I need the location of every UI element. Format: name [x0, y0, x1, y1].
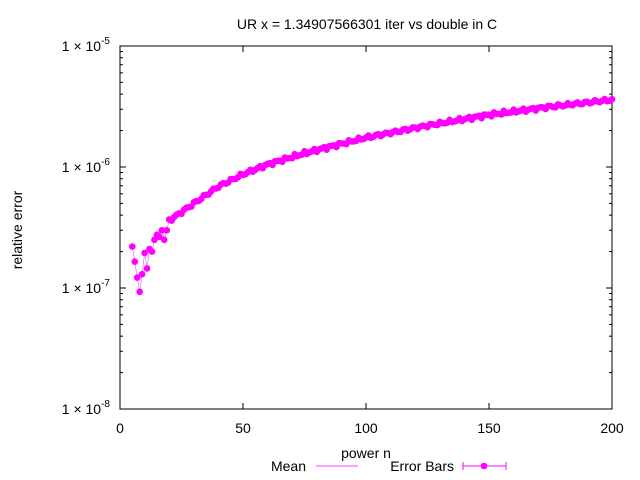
data-point	[156, 233, 163, 241]
legend: Mean Error Bars	[271, 458, 507, 474]
y-tick-label: 1 × 10-7	[62, 278, 111, 296]
y-tick-mantissa: 1 × 10	[62, 401, 102, 417]
y-tick-label: 1 × 10-8	[62, 399, 111, 417]
data-point	[136, 288, 143, 296]
y-tick-mantissa: 1 × 10	[62, 280, 102, 296]
data-point	[608, 95, 616, 103]
data-point	[129, 243, 136, 250]
data-point	[138, 270, 146, 278]
data-point	[163, 226, 171, 234]
x-tick-label: 200	[600, 420, 624, 436]
x-axis-ticks: 0 50 100 150 200	[116, 46, 624, 436]
x-tick-label: 0	[116, 420, 124, 436]
y-tick-exponent: -7	[101, 278, 110, 289]
x-tick-label: 50	[235, 420, 251, 436]
y-tick-label: 1 × 10-5	[62, 36, 111, 54]
data-point	[158, 226, 166, 234]
y-tick-exponent: -5	[101, 36, 110, 47]
legend-swatch-point	[480, 462, 488, 470]
y-tick-mantissa: 1 × 10	[62, 159, 102, 175]
plot-border	[119, 45, 613, 410]
x-tick-label: 100	[354, 420, 378, 436]
chart-title: UR x = 1.34907566301 iter vs double in C	[237, 16, 497, 32]
y-tick-exponent: -6	[101, 157, 110, 168]
plot-frame	[119, 45, 613, 410]
data-point	[131, 258, 139, 265]
data-series	[129, 95, 616, 296]
y-tick-mantissa: 1 × 10	[62, 38, 102, 54]
x-axis-label: power n	[341, 445, 391, 461]
data-point	[160, 236, 168, 244]
y-tick-label: 1 × 10-6	[62, 157, 111, 175]
data-point	[143, 265, 151, 272]
data-point	[148, 248, 156, 255]
x-tick-label: 150	[477, 420, 501, 436]
y-axis-label: relative error	[9, 190, 25, 269]
data-point	[133, 274, 141, 281]
y-tick-exponent: -8	[101, 399, 110, 410]
legend-label-error-bars: Error Bars	[390, 458, 454, 474]
data-point	[141, 249, 148, 257]
legend-label-mean: Mean	[271, 458, 306, 474]
y-axis-ticks: 1 × 10-81 × 10-71 × 10-61 × 10-5	[62, 36, 612, 417]
data-point	[151, 236, 158, 244]
